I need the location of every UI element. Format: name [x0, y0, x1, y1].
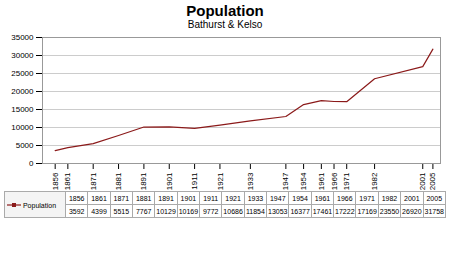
html-text:4399: 4399: [91, 207, 107, 215]
html-text:10129 10169: 10129 10169: [156, 207, 199, 215]
html-text:1871: 1871: [113, 194, 130, 202]
html-text:1921: 1921: [225, 194, 241, 202]
html-text:1856: 1856: [68, 194, 85, 202]
html-text:2001: 2001: [404, 194, 420, 202]
svg-text:35000: 35000: [11, 33, 34, 42]
svg-text:2001: 2001: [418, 172, 427, 190]
svg-text:1982: 1982: [370, 172, 379, 190]
html-text:1861: 1861: [91, 194, 107, 202]
svg-text:30000: 30000: [11, 51, 34, 60]
html-text:1982: 1982: [381, 194, 398, 202]
html-text:Bathurst & Kelso: Bathurst & Kelso: [187, 19, 263, 30]
svg-text:20000: 20000: [11, 87, 34, 96]
svg-text:1947: 1947: [281, 172, 290, 190]
svg-text:1961: 1961: [317, 172, 326, 190]
html-text:3592: 3592: [68, 207, 85, 215]
svg-text:1901: 1901: [165, 172, 174, 190]
svg-text:1881: 1881: [114, 172, 123, 190]
html-text:9772: 9772: [202, 207, 219, 215]
svg-text:1933: 1933: [246, 172, 255, 190]
html-text:Population: Population: [186, 2, 264, 19]
html-text:1891: 1891: [158, 194, 174, 202]
svg-text:10000: 10000: [11, 123, 34, 132]
svg-text:1891: 1891: [139, 172, 148, 190]
svg-text:1911: 1911: [190, 172, 199, 190]
html-text:1971: 1971: [359, 194, 375, 202]
html-text:1966: 1966: [337, 194, 353, 202]
html-text:2005: 2005: [426, 194, 442, 202]
html-text:7767: 7767: [135, 207, 152, 215]
html-text:13053 16377 17461 17222 17169: 13053 16377 17461 17222 17169 23550 2692…: [268, 207, 444, 215]
svg-text:1966: 1966: [330, 172, 339, 190]
svg-text:1971: 1971: [342, 172, 351, 190]
svg-text:15000: 15000: [11, 105, 34, 114]
svg-text:2005: 2005: [428, 172, 437, 190]
html-text:Population: Population: [21, 201, 56, 209]
html-text:1954: 1954: [292, 194, 308, 202]
html-text:1933: 1933: [247, 194, 264, 202]
svg-text:5000: 5000: [16, 141, 34, 150]
svg-text:1954: 1954: [299, 172, 308, 190]
html-text:5515: 5515: [113, 207, 130, 215]
svg-text:1871: 1871: [89, 172, 98, 190]
html-text:1911: 1911: [203, 194, 219, 202]
html-text:1901: 1901: [180, 194, 197, 202]
svg-text:1921: 1921: [216, 172, 225, 190]
html-text:1961: 1961: [314, 194, 331, 202]
html-text:1947: 1947: [270, 194, 286, 202]
html-text:10686 11854: 10686 11854: [223, 207, 265, 215]
svg-text:25000: 25000: [11, 69, 34, 78]
html-text:1881: 1881: [135, 194, 152, 202]
svg-text:1861: 1861: [63, 172, 72, 190]
svg-text:1856: 1856: [51, 172, 60, 190]
svg-text:0: 0: [29, 159, 34, 168]
